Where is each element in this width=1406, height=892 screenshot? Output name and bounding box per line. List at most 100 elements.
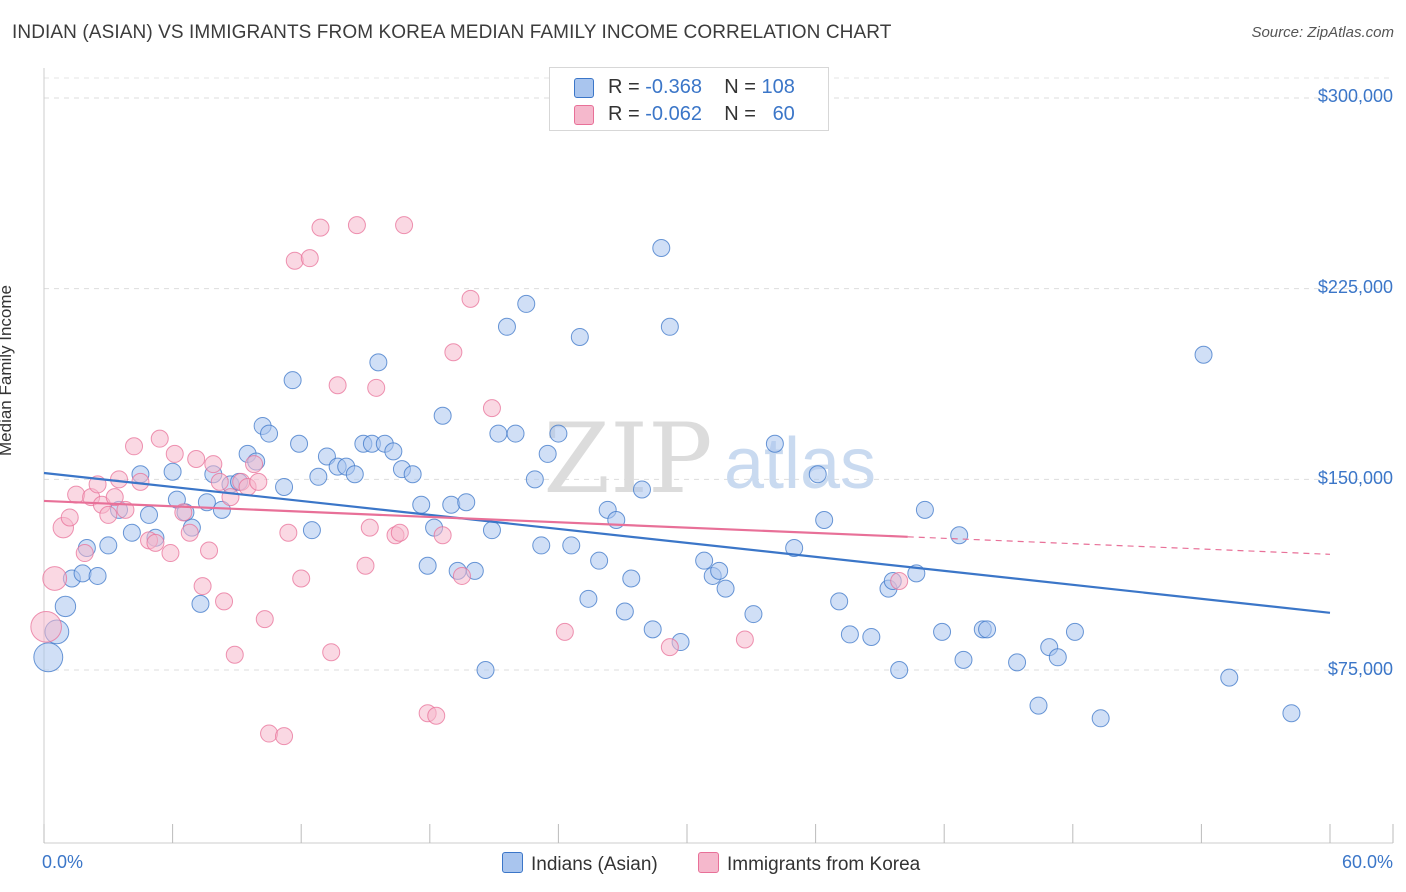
data-point xyxy=(260,424,279,443)
data-point xyxy=(890,661,909,679)
data-point xyxy=(390,523,409,542)
data-point xyxy=(165,444,184,463)
data-point xyxy=(245,455,264,474)
data-point xyxy=(444,343,463,362)
data-point xyxy=(954,650,973,669)
data-point xyxy=(622,569,641,588)
y-tick-label: $150,000 xyxy=(1317,468,1393,488)
data-point xyxy=(322,643,341,662)
data-point xyxy=(221,488,240,507)
data-point xyxy=(830,592,849,611)
data-point xyxy=(105,488,124,507)
bottom-legend-swatch-blue xyxy=(502,852,523,873)
data-point xyxy=(538,444,557,463)
data-point xyxy=(532,536,551,555)
data-point xyxy=(292,569,311,588)
chart-title: INDIAN (ASIAN) VS IMMIGRANTS FROM KOREA … xyxy=(12,22,892,43)
series-korea-points xyxy=(30,216,909,746)
legend-r-label: R = xyxy=(608,76,640,98)
data-point xyxy=(632,480,651,499)
data-point xyxy=(345,465,364,484)
legend-swatch-blue xyxy=(574,78,594,98)
data-point xyxy=(110,470,129,489)
data-point xyxy=(88,566,107,585)
trend-line-solid xyxy=(43,471,1331,614)
legend-r-value: -0.062 xyxy=(645,103,702,125)
data-point xyxy=(30,610,62,643)
data-point xyxy=(808,465,827,484)
data-point xyxy=(300,249,319,268)
data-point xyxy=(549,424,568,443)
data-point xyxy=(933,622,952,641)
legend-n-value: 60 xyxy=(772,103,795,125)
data-point xyxy=(161,544,180,563)
axes xyxy=(43,68,1394,844)
data-point xyxy=(452,566,471,585)
data-point xyxy=(482,521,501,540)
data-point xyxy=(174,503,193,522)
data-point xyxy=(125,437,144,456)
data-point xyxy=(403,465,422,484)
data-point xyxy=(489,424,508,443)
bottom-legend-swatch-pink xyxy=(698,852,719,873)
data-point xyxy=(225,645,244,664)
data-point xyxy=(643,620,662,639)
data-point xyxy=(695,551,714,570)
watermark: ZIP atlas xyxy=(543,403,876,515)
data-point xyxy=(744,605,763,624)
data-point xyxy=(275,727,294,746)
data-point xyxy=(384,442,403,461)
data-point xyxy=(367,378,386,397)
bottom-legend-label: Immigrants from Korea xyxy=(727,854,921,875)
data-point xyxy=(369,353,388,372)
data-point xyxy=(433,526,452,545)
data-point xyxy=(67,485,86,504)
data-point xyxy=(590,551,609,570)
data-point xyxy=(815,511,834,530)
data-point xyxy=(204,455,223,474)
data-point xyxy=(562,536,581,555)
data-point xyxy=(482,399,501,418)
data-point xyxy=(427,706,446,725)
series-indians-points xyxy=(33,238,1301,728)
legend: R = -0.368 N = 108 R = -0.062 N = 60 xyxy=(549,67,829,131)
bottom-legend-label: Indians (Asian) xyxy=(531,854,658,875)
watermark-zip: ZIP xyxy=(543,403,712,515)
data-point xyxy=(570,327,589,346)
legend-r-label: R = xyxy=(608,103,640,125)
data-point xyxy=(356,556,375,575)
data-point xyxy=(395,216,414,235)
data-point xyxy=(710,561,729,580)
data-point xyxy=(285,251,304,270)
legend-r-value: -0.368 xyxy=(645,76,702,98)
trend-line-solid xyxy=(43,499,908,538)
data-point xyxy=(497,317,516,336)
data-point xyxy=(328,376,347,395)
y-tick-label: $75,000 xyxy=(1327,659,1393,679)
trend-line-dashed xyxy=(907,536,1331,555)
data-point xyxy=(73,564,92,583)
source-label: Source: ZipAtlas.com xyxy=(1251,24,1394,41)
data-point xyxy=(54,595,77,618)
data-point xyxy=(457,493,476,512)
watermark-atlas: atlas xyxy=(724,424,876,504)
data-point xyxy=(862,627,881,646)
data-point xyxy=(660,317,679,336)
data-point xyxy=(412,495,431,514)
legend-swatch-pink xyxy=(574,105,594,125)
data-point xyxy=(42,566,68,591)
trend-lines xyxy=(43,471,1331,614)
bottom-legend-korea: Immigrants from Korea xyxy=(698,852,920,876)
x-tick-label-min: 0.0% xyxy=(42,852,84,872)
data-point xyxy=(193,577,212,596)
data-point xyxy=(660,638,679,657)
data-point xyxy=(615,602,634,621)
data-point xyxy=(279,523,298,542)
data-point xyxy=(309,467,328,486)
y-tick-label: $225,000 xyxy=(1317,277,1393,297)
data-point xyxy=(180,523,199,542)
data-point xyxy=(311,218,330,237)
data-point xyxy=(442,495,461,514)
data-point xyxy=(150,429,169,448)
data-point xyxy=(255,610,274,629)
